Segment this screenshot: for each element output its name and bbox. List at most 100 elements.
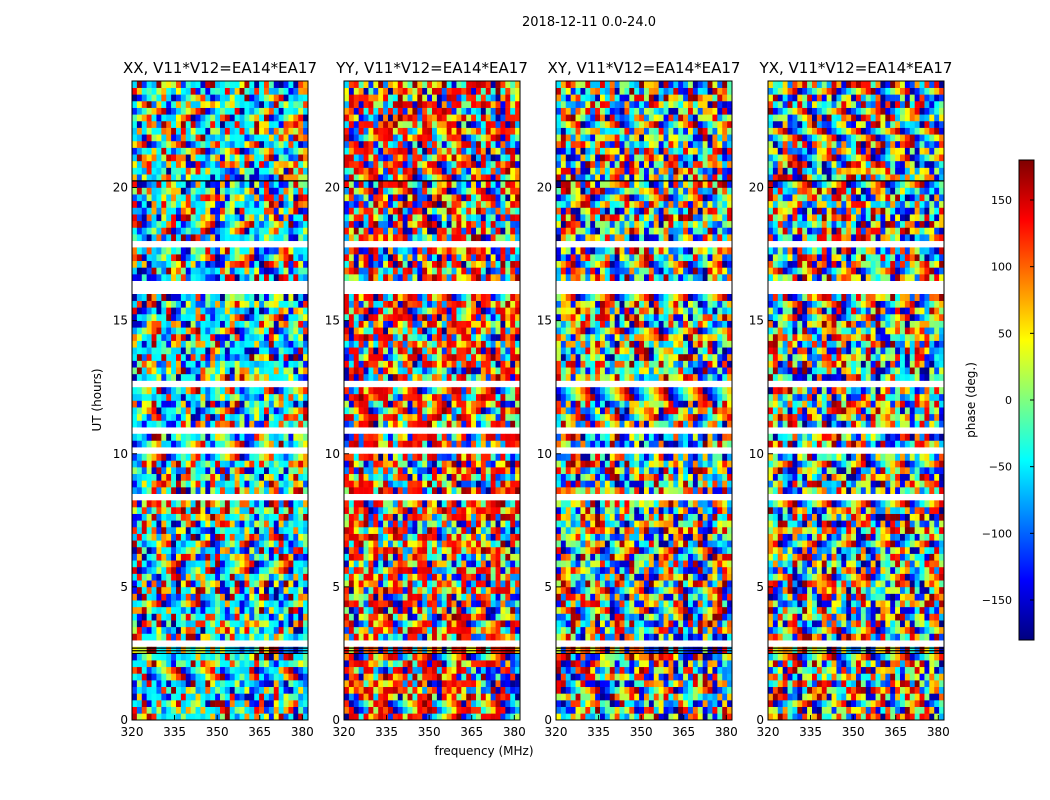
heat-cell [234,653,240,661]
heat-cell [515,467,521,475]
heat-cell [303,94,309,102]
heat-cell [466,706,472,714]
heat-cell [185,706,191,714]
heat-cell [283,620,289,628]
heat-cell [485,513,491,521]
heat-cell [190,660,196,668]
heat-cell [298,214,304,222]
heat-cell [176,187,182,195]
heat-cell [422,693,428,701]
heat-cell [244,407,250,415]
heat-cell [293,220,299,228]
heat-cell [451,546,457,554]
heat-cell [161,180,167,188]
heat-cell [293,526,299,534]
heat-cell [417,473,423,481]
heat-cell [234,433,240,441]
heat-cell [141,467,147,475]
heat-cell [220,327,226,335]
heat-cell [466,600,472,608]
heat-cell [141,606,147,614]
heat-cell [239,620,245,628]
heat-cell [436,500,443,508]
heat-cell [220,94,226,102]
heat-cell [141,566,147,574]
heat-cell [166,407,172,415]
heat-cell [171,387,177,395]
heat-cell [485,633,491,641]
heat-cell [141,633,147,641]
heat-cell [176,507,182,514]
heat-cell [264,107,270,115]
heat-cell [156,467,162,475]
heat-cell [132,400,138,408]
heat-cell [195,600,201,608]
heat-cell [283,653,289,661]
heat-cell [210,160,216,168]
heat-cell [171,433,177,441]
heat-cell [283,586,289,594]
heat-cell [268,593,275,601]
heat-cell [254,360,260,368]
heat-cell [500,353,506,361]
heat-cell [278,400,284,408]
heat-cell [476,540,482,548]
heat-cell [141,120,147,128]
heat-cell [422,460,428,468]
heat-cell [224,94,231,102]
heat-cell [136,167,143,175]
heat-cell [229,247,235,255]
heat-cell [161,606,167,614]
heat-cell [161,114,167,122]
heat-cell [397,513,403,521]
heat-cell [441,546,447,554]
heat-cell [200,114,206,122]
heat-cell [451,520,457,528]
heat-cell [348,440,355,448]
heat-cell [476,593,482,601]
heat-cell [303,140,309,148]
heat-cell [220,127,226,135]
heat-cell [471,593,477,601]
heat-cell [185,520,191,528]
heat-cell [171,127,177,135]
heat-cell [268,353,275,361]
heat-cell [249,533,255,541]
heat-cell [254,660,260,668]
heat-cell [476,600,482,608]
heat-cell [205,633,211,641]
heat-cell [278,606,284,614]
heat-cell [264,673,270,681]
heat-cell [229,140,235,148]
heat-cell [205,200,211,208]
heat-cell [278,247,284,255]
heat-cell [132,320,138,328]
heat-cell [283,553,289,561]
heat-cell [161,453,167,461]
heat-cell [259,700,265,707]
heat-cell [200,440,206,448]
heat-cell [392,533,399,541]
heat-cell [200,526,206,534]
heat-cell [363,546,369,554]
heat-cell [358,560,364,568]
heat-cell [254,626,260,634]
heat-cell [358,566,364,574]
heat-cell [234,526,240,534]
heat-cell [466,586,472,594]
heat-cell [244,340,250,348]
heat-cell [515,686,521,694]
heat-cell [485,453,491,461]
heat-cell [451,387,457,395]
heat-cell [166,267,172,275]
heat-cell [515,526,521,534]
heat-cell [146,546,152,554]
heat-cell [446,407,452,415]
heat-cell [132,586,138,594]
heat-cell [344,633,350,641]
heat-cell [132,100,138,108]
heat-cell [392,407,399,415]
heat-cell [490,553,496,561]
heat-cell [259,413,265,421]
heat-cell [224,553,231,561]
